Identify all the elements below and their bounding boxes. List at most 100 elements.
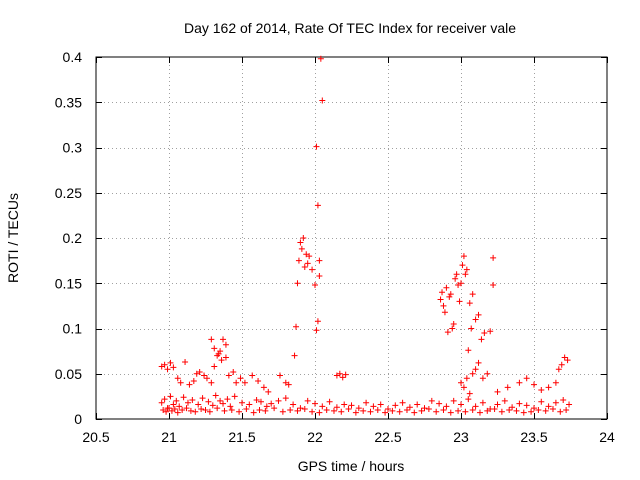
- data-point: [208, 336, 215, 343]
- data-point: [314, 202, 321, 209]
- data-point: [170, 364, 177, 371]
- data-point: [313, 143, 320, 150]
- data-point: [271, 405, 278, 412]
- data-point: [468, 325, 475, 332]
- data-point: [382, 409, 389, 416]
- data-point: [174, 409, 181, 416]
- data-point: [250, 409, 257, 416]
- data-point: [472, 316, 479, 323]
- data-point: [446, 293, 453, 300]
- data-point: [484, 370, 491, 377]
- data-point: [313, 327, 320, 334]
- data-point: [516, 379, 523, 386]
- data-point: [260, 384, 267, 391]
- data-point: [450, 397, 457, 404]
- data-point: [312, 282, 318, 289]
- data-point: [463, 375, 470, 382]
- data-point: [214, 352, 221, 359]
- data-point: [450, 320, 457, 327]
- data-point: [338, 408, 345, 415]
- data-point: [455, 407, 462, 414]
- data-point: [233, 379, 240, 386]
- data-point: [199, 395, 206, 402]
- data-point: [472, 366, 479, 373]
- data-point: [439, 289, 446, 296]
- x-tick-label: 21: [161, 429, 177, 445]
- data-point: [560, 396, 567, 403]
- data-point: [312, 400, 318, 407]
- data-point: [167, 359, 174, 366]
- data-point: [479, 399, 486, 406]
- data-point: [421, 405, 428, 412]
- data-point: [205, 398, 212, 405]
- data-point: [268, 400, 275, 407]
- data-point: [173, 397, 180, 404]
- data-point: [319, 97, 326, 104]
- data-point: [285, 381, 292, 388]
- data-point: [309, 408, 316, 415]
- data-point: [214, 405, 221, 412]
- data-point: [183, 405, 190, 412]
- data-point: [557, 408, 564, 415]
- data-point: [231, 393, 238, 400]
- data-point: [481, 330, 488, 337]
- data-point: [220, 336, 227, 343]
- data-point: [227, 403, 234, 410]
- data-point: [298, 245, 305, 252]
- data-point: [211, 345, 218, 352]
- data-point: [498, 408, 505, 415]
- data-point: [192, 408, 199, 415]
- x-tick-label: 22.5: [374, 429, 401, 445]
- data-point: [348, 402, 355, 409]
- data-point: [167, 393, 174, 400]
- data-point: [462, 271, 469, 278]
- data-point: [246, 401, 253, 408]
- data-point: [475, 359, 482, 366]
- data-point: [520, 409, 527, 416]
- data-point: [561, 354, 568, 361]
- data-point: [403, 406, 410, 413]
- data-point: [333, 404, 340, 411]
- data-point: [180, 394, 187, 401]
- data-point: [158, 399, 165, 406]
- data-point: [241, 379, 248, 386]
- data-point: [275, 397, 282, 404]
- data-point: [466, 300, 473, 307]
- data-point: [218, 357, 225, 364]
- data-point: [295, 257, 302, 264]
- data-point: [494, 388, 501, 395]
- data-point: [297, 405, 304, 412]
- data-point: [316, 273, 323, 280]
- data-point: [336, 370, 343, 377]
- data-point: [444, 329, 451, 336]
- data-point: [501, 397, 508, 404]
- data-point: [161, 361, 168, 368]
- data-point: [187, 407, 194, 414]
- data-point: [294, 407, 301, 414]
- data-point: [453, 271, 460, 278]
- data-point: [237, 375, 244, 382]
- x-tick-label: 24: [599, 429, 615, 445]
- data-point: [249, 372, 256, 379]
- data-point: [414, 401, 421, 408]
- y-tick-label: 0.1: [63, 321, 83, 337]
- data-point: [161, 396, 168, 403]
- data-point: [198, 406, 205, 413]
- data-point: [360, 407, 367, 414]
- data-point: [301, 406, 308, 413]
- data-point: [291, 352, 298, 359]
- data-point: [469, 370, 476, 377]
- data-point: [370, 403, 377, 410]
- data-point: [293, 323, 300, 330]
- x-tick-label: 20.5: [82, 429, 109, 445]
- data-point: [174, 375, 181, 382]
- x-tick-label: 21.5: [228, 429, 255, 445]
- data-point: [224, 396, 231, 403]
- data-point: [319, 403, 326, 410]
- data-point: [456, 298, 463, 305]
- y-tick-label: 0.15: [55, 275, 82, 291]
- data-point: [217, 397, 224, 404]
- data-point: [184, 399, 191, 406]
- data-point: [317, 55, 324, 62]
- data-point: [504, 384, 511, 391]
